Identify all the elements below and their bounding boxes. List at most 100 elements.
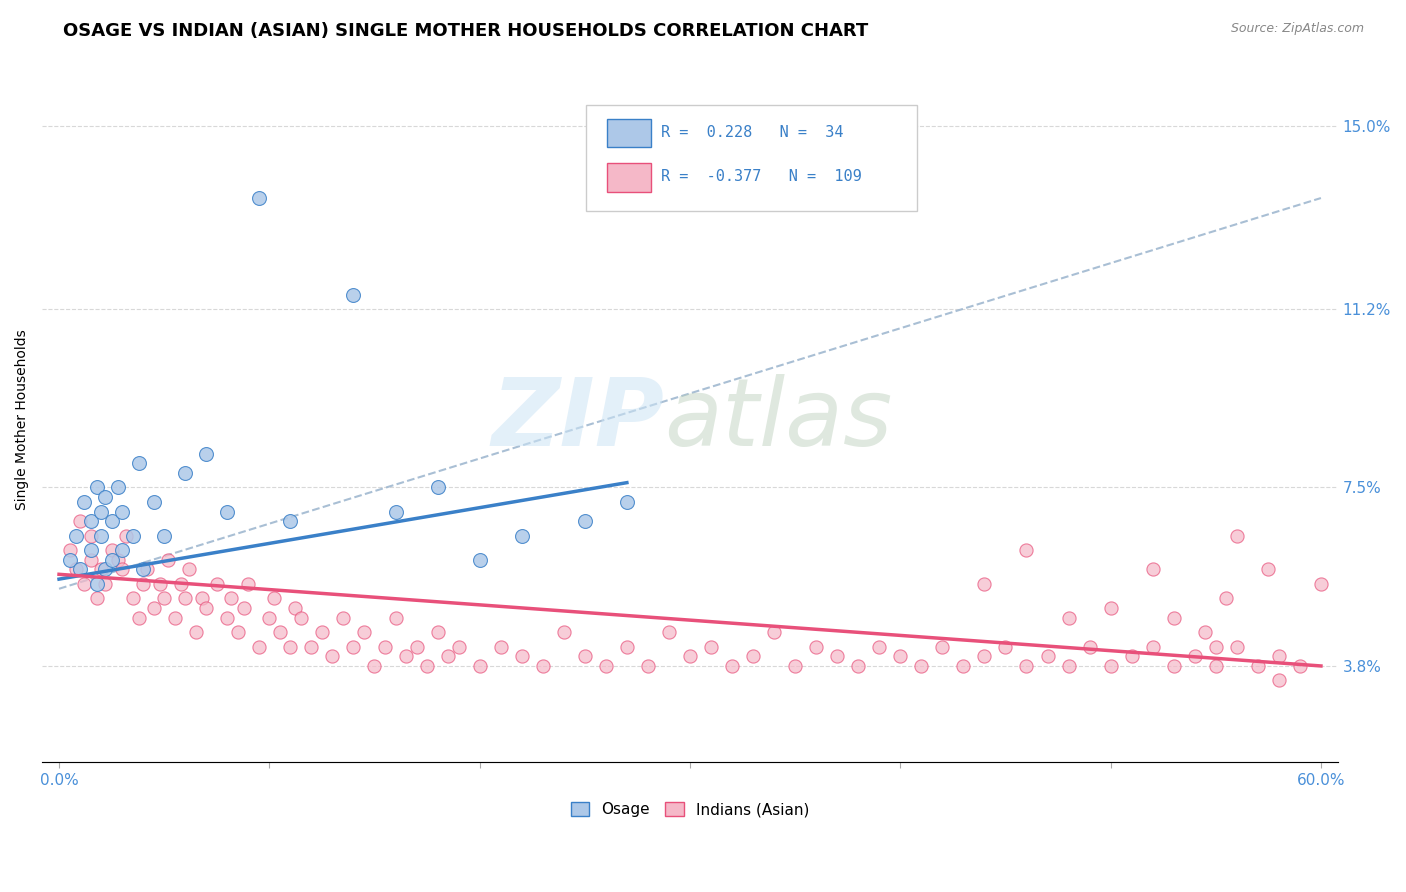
Point bbox=[269, 625, 291, 640]
Point bbox=[121, 529, 143, 543]
Point bbox=[217, 611, 239, 625]
Point bbox=[1015, 659, 1038, 673]
Point bbox=[931, 640, 953, 654]
Point bbox=[742, 649, 765, 664]
Point bbox=[153, 529, 176, 543]
Point bbox=[1257, 562, 1279, 576]
Point bbox=[1247, 659, 1270, 673]
Point bbox=[574, 514, 596, 528]
Point bbox=[94, 577, 117, 591]
Point bbox=[574, 649, 596, 664]
Point bbox=[132, 577, 155, 591]
Point bbox=[79, 543, 101, 558]
Point bbox=[184, 625, 207, 640]
Point bbox=[616, 495, 638, 509]
Point bbox=[90, 562, 112, 576]
Point bbox=[1142, 562, 1164, 576]
Point bbox=[107, 553, 129, 567]
Point bbox=[195, 447, 218, 461]
Point bbox=[510, 649, 533, 664]
Point bbox=[374, 640, 396, 654]
Point bbox=[128, 456, 150, 470]
Point bbox=[233, 601, 256, 615]
Point bbox=[679, 649, 702, 664]
Point bbox=[1268, 673, 1291, 688]
Point bbox=[1057, 611, 1080, 625]
Point bbox=[247, 640, 270, 654]
Point bbox=[238, 577, 260, 591]
Point bbox=[384, 505, 406, 519]
Point bbox=[226, 625, 249, 640]
Point bbox=[107, 480, 129, 494]
Point bbox=[263, 591, 285, 606]
Point bbox=[447, 640, 470, 654]
Point bbox=[73, 577, 96, 591]
Point bbox=[342, 640, 364, 654]
Point bbox=[468, 553, 491, 567]
Point bbox=[58, 553, 80, 567]
Point bbox=[1078, 640, 1101, 654]
Point bbox=[616, 640, 638, 654]
Point bbox=[111, 505, 134, 519]
Point bbox=[79, 553, 101, 567]
Point bbox=[121, 591, 143, 606]
Point bbox=[637, 659, 659, 673]
Point bbox=[111, 543, 134, 558]
Point bbox=[1015, 543, 1038, 558]
Text: ZIP: ZIP bbox=[491, 374, 664, 466]
Point bbox=[86, 577, 108, 591]
Point bbox=[384, 611, 406, 625]
Text: Source: ZipAtlas.com: Source: ZipAtlas.com bbox=[1230, 22, 1364, 36]
Point bbox=[553, 625, 575, 640]
Point bbox=[142, 601, 165, 615]
Point bbox=[426, 625, 449, 640]
Point bbox=[280, 514, 302, 528]
Point bbox=[1226, 529, 1249, 543]
Point bbox=[531, 659, 554, 673]
Point bbox=[111, 562, 134, 576]
Point bbox=[910, 659, 932, 673]
Point bbox=[868, 640, 890, 654]
Point bbox=[86, 480, 108, 494]
FancyBboxPatch shape bbox=[586, 105, 917, 211]
Point bbox=[321, 649, 343, 664]
Point bbox=[170, 577, 193, 591]
FancyBboxPatch shape bbox=[607, 119, 651, 147]
Point bbox=[994, 640, 1017, 654]
Point bbox=[280, 640, 302, 654]
Point bbox=[284, 601, 307, 615]
Point bbox=[1310, 577, 1333, 591]
Point bbox=[468, 659, 491, 673]
Point bbox=[205, 577, 228, 591]
Point bbox=[115, 529, 138, 543]
Point bbox=[100, 543, 122, 558]
Point bbox=[363, 659, 385, 673]
Point bbox=[90, 529, 112, 543]
Point bbox=[973, 649, 995, 664]
Point bbox=[595, 659, 617, 673]
Point bbox=[191, 591, 214, 606]
Point bbox=[100, 553, 122, 567]
Point bbox=[342, 287, 364, 301]
Point bbox=[69, 562, 91, 576]
Point bbox=[825, 649, 848, 664]
Point bbox=[1289, 659, 1312, 673]
Point bbox=[311, 625, 333, 640]
Point bbox=[221, 591, 243, 606]
Point bbox=[157, 553, 180, 567]
Point bbox=[174, 591, 197, 606]
Point bbox=[65, 562, 87, 576]
Point bbox=[721, 659, 744, 673]
Point bbox=[353, 625, 375, 640]
Point bbox=[1163, 611, 1185, 625]
Point bbox=[889, 649, 911, 664]
Point bbox=[179, 562, 201, 576]
Point bbox=[136, 562, 159, 576]
Point bbox=[395, 649, 418, 664]
Point bbox=[153, 591, 176, 606]
Point bbox=[58, 543, 80, 558]
Point bbox=[804, 640, 827, 654]
Point bbox=[700, 640, 723, 654]
Point bbox=[1215, 591, 1237, 606]
Point bbox=[510, 529, 533, 543]
